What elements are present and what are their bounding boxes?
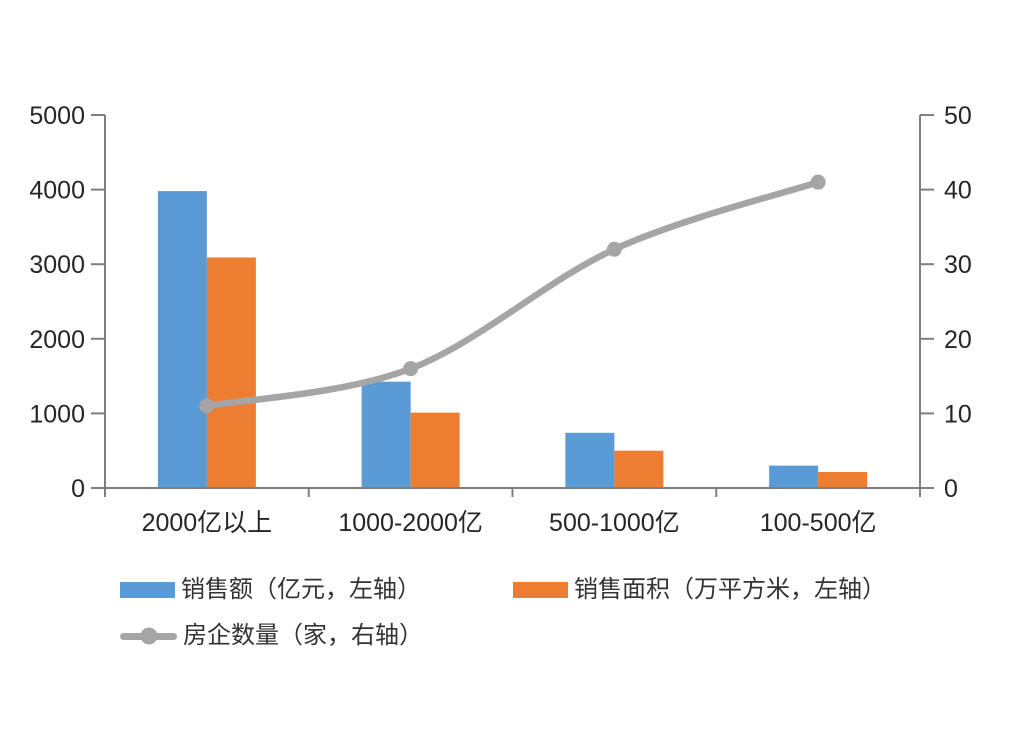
bar-sales-3 xyxy=(769,465,819,488)
x-category-label-3: 100-500亿 xyxy=(760,509,877,537)
right-tick-label-1: 10 xyxy=(944,400,972,428)
left-tick-label-2: 2000 xyxy=(29,326,85,354)
bar-area-1 xyxy=(410,412,460,488)
legend-item-area: 销售面积（万平方米，左轴） xyxy=(513,574,886,606)
line-marker-1 xyxy=(403,361,419,377)
right-tick-label-4: 40 xyxy=(944,177,972,205)
companies-line-swatch xyxy=(120,627,177,645)
area-swatch xyxy=(513,582,568,598)
legend-item-sales: 销售额（亿元，左轴） xyxy=(120,574,421,606)
legend-label-sales: 销售额（亿元，左轴） xyxy=(181,576,421,603)
bar-sales-0 xyxy=(157,191,207,489)
legend-item-companies: 房企数量（家，右轴） xyxy=(120,620,423,652)
left-tick-label-1: 1000 xyxy=(29,400,85,428)
bar-area-2 xyxy=(614,450,664,488)
bar-area-3 xyxy=(818,471,868,488)
line-marker-3 xyxy=(810,174,826,190)
left-tick-label-3: 3000 xyxy=(29,251,85,279)
right-tick-label-5: 50 xyxy=(944,102,972,130)
bar-area-0 xyxy=(206,257,256,488)
line-marker-0 xyxy=(199,398,215,414)
line-marker-2 xyxy=(606,241,622,257)
companies-line xyxy=(203,178,822,410)
sales-swatch xyxy=(120,582,175,598)
legend-row-2: 房企数量（家，右轴） xyxy=(120,620,920,652)
right-tick-label-0: 0 xyxy=(944,475,958,503)
x-category-label-1: 1000-2000亿 xyxy=(338,509,483,537)
companies-dot-icon xyxy=(140,627,157,645)
legend-label-area: 销售面积（万平方米，左轴） xyxy=(574,576,886,603)
legend: 销售额（亿元，左轴） 销售面积（万平方米，左轴） 房企数量（家，右轴） xyxy=(120,574,920,652)
bar-sales-2 xyxy=(565,432,615,488)
x-category-label-2: 500-1000亿 xyxy=(549,509,680,537)
left-tick-label-5: 5000 xyxy=(29,102,85,130)
left-tick-label-4: 4000 xyxy=(29,177,85,205)
legend-label-companies: 房企数量（家，右轴） xyxy=(183,622,423,649)
left-tick-label-0: 0 xyxy=(71,475,85,503)
bar-sales-1 xyxy=(361,381,411,488)
x-category-label-0: 2000亿以上 xyxy=(142,509,273,537)
right-tick-label-2: 20 xyxy=(944,326,972,354)
right-tick-label-3: 30 xyxy=(944,251,972,279)
legend-row-1: 销售额（亿元，左轴） 销售面积（万平方米，左轴） xyxy=(120,574,920,606)
